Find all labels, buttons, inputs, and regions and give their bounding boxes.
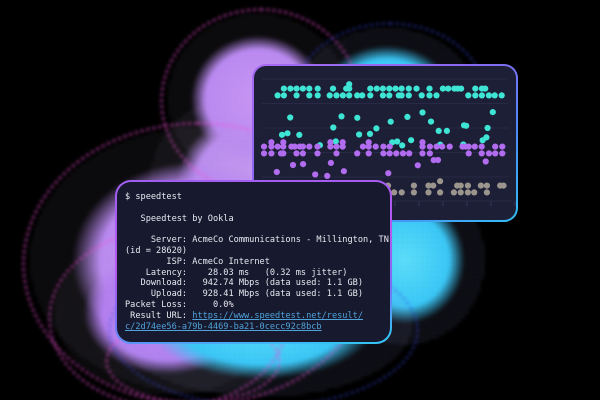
terminal-text: Server: AcmeCo Communications - Millingt… (125, 235, 389, 246)
terminal-text: $ speedtest (125, 192, 182, 202)
terminal-text: Latency: 28.03 ms (0.32 ms jitter) (125, 267, 348, 278)
result-url-link[interactable]: c/2d74ee56-a79b-4469-ba21-0cecc92c8bcb (125, 321, 322, 332)
terminal-line: Server: AcmeCo Communications - Millingt… (125, 235, 390, 246)
terminal-line: Upload: 928.41 Mbps (data used: 1.1 GB) (125, 289, 390, 300)
terminal-line: ISP: AcmeCo Internet (125, 257, 390, 268)
series-gray-dots (384, 178, 507, 196)
terminal-line: Download: 942.74 Mbps (data used: 1.1 GB… (125, 278, 390, 289)
series-cyan-dots (274, 81, 505, 149)
result-url-link[interactable]: https://www.speedtest.net/result/ (192, 310, 364, 321)
terminal-line: Result URL: https://www.speedtest.net/re… (125, 311, 390, 322)
series-purple-dots (260, 139, 506, 179)
terminal-prompt-line: $ speedtest (125, 192, 390, 203)
terminal-line (125, 224, 390, 235)
terminal-output: $ speedtest Speedtest by Ookla Server: A… (117, 182, 390, 342)
terminal-text: Packet Loss: 0.0% (125, 299, 234, 310)
terminal-line: (id = 28620) (125, 246, 390, 257)
terminal-text: (id = 28620) (125, 245, 188, 256)
terminal-text: Download: 942.74 Mbps (data used: 1.1 GB… (125, 278, 363, 289)
latency-dot-chart (260, 78, 516, 206)
terminal-window: $ speedtest Speedtest by Ookla Server: A… (115, 180, 392, 344)
terminal-text: Result URL: (125, 310, 193, 321)
terminal-line: Speedtest by Ookla (125, 214, 390, 225)
terminal-line: c/2d74ee56-a79b-4469-ba21-0cecc92c8bcb (125, 322, 390, 333)
terminal-line: Packet Loss: 0.0% (125, 300, 390, 311)
terminal-text: Speedtest by Ookla (125, 213, 234, 224)
terminal-line (125, 203, 390, 214)
terminal-line: Latency: 28.03 ms (0.32 ms jitter) (125, 268, 390, 279)
terminal-text: ISP: AcmeCo Internet (125, 256, 270, 267)
terminal-text: Upload: 928.41 Mbps (data used: 1.1 GB) (125, 289, 363, 300)
